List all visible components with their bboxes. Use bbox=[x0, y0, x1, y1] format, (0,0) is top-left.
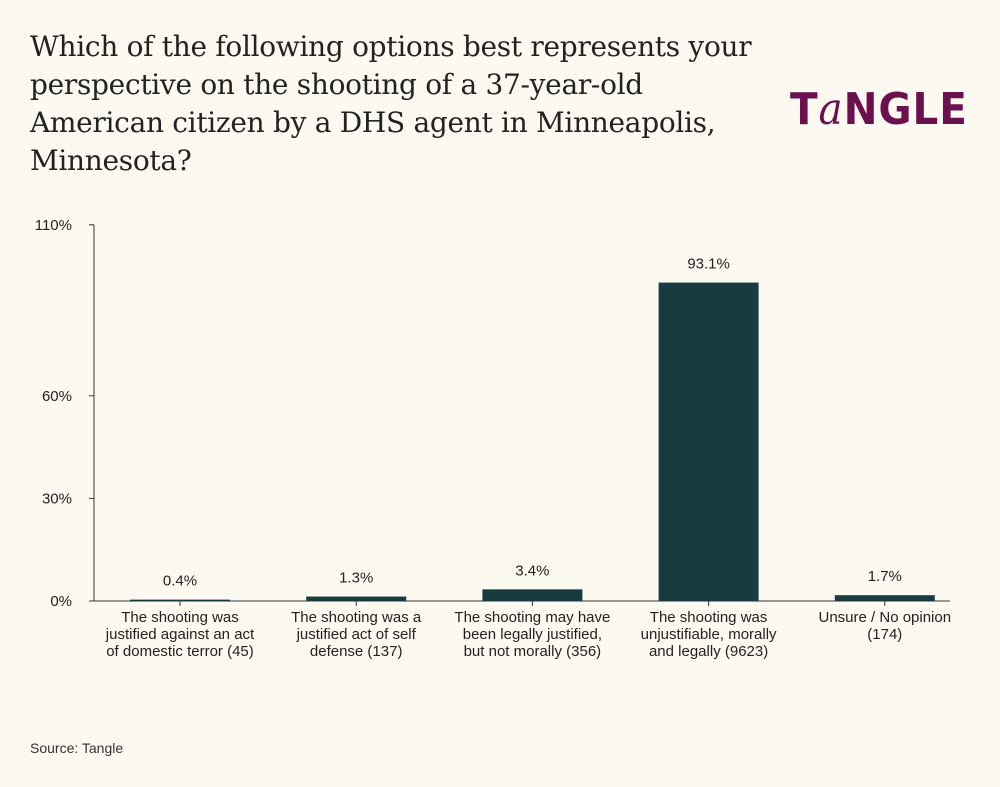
data-label: 1.3% bbox=[339, 570, 373, 587]
bar bbox=[658, 282, 759, 601]
data-label: 0.4% bbox=[163, 573, 197, 590]
bar bbox=[306, 596, 407, 601]
x-tick-label: The shooting was a justified act of self… bbox=[291, 609, 422, 660]
x-tick-label: The shooting was unjustifiable, morally … bbox=[640, 609, 777, 660]
tangle-logo: TaNGLE bbox=[790, 84, 968, 135]
bar bbox=[130, 599, 230, 602]
x-tick-label: Unsure / No opinion (174) bbox=[818, 609, 952, 643]
data-label: 1.7% bbox=[868, 568, 902, 585]
y-tick-label: 110% bbox=[35, 217, 72, 234]
y-tick-label: 0% bbox=[50, 593, 72, 610]
data-label: 93.1% bbox=[687, 256, 730, 273]
x-tick-label: The shooting may have been legally justi… bbox=[454, 609, 611, 660]
bar bbox=[482, 589, 583, 601]
chart-title: Which of the following options best repr… bbox=[30, 30, 752, 177]
y-tick-label: 60% bbox=[42, 388, 72, 405]
y-tick-label: 30% bbox=[42, 490, 72, 507]
bar bbox=[834, 595, 935, 601]
x-tick-label: The shooting was justified against an ac… bbox=[105, 609, 255, 660]
source-note: Source: Tangle bbox=[30, 740, 124, 756]
data-label: 3.4% bbox=[515, 562, 549, 579]
